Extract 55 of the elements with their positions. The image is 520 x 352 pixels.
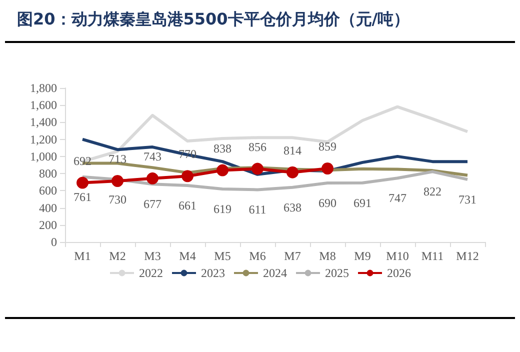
data-label: 677 <box>144 197 162 212</box>
point <box>76 176 88 189</box>
data-label: 661 <box>178 198 196 212</box>
x-tick-label: M6 <box>249 249 266 263</box>
data-label: 619 <box>214 202 232 216</box>
point <box>322 162 334 175</box>
data-label: 731 <box>458 192 476 206</box>
legend-label: 2024 <box>263 266 287 280</box>
data-label: 692 <box>74 154 92 168</box>
data-label: 691 <box>354 196 372 210</box>
data-label: 690 <box>318 196 336 210</box>
x-tick-label: M7 <box>284 249 301 263</box>
data-label: 770 <box>178 147 196 162</box>
x-tick-label: M5 <box>214 249 231 263</box>
point <box>286 166 298 178</box>
data-label: 761 <box>74 190 92 204</box>
legend-label: 2025 <box>325 266 349 280</box>
x-tick-label: M2 <box>109 249 126 263</box>
x-tick-label: M4 <box>179 249 196 263</box>
data-label: 814 <box>284 143 302 158</box>
x-tick-label: M12 <box>456 249 479 263</box>
y-tick-label: 1,800 <box>30 81 57 95</box>
y-tick-label: 0 <box>51 235 57 249</box>
data-label: 638 <box>284 200 302 214</box>
x-tick-label: M9 <box>354 249 371 263</box>
y-tick-label: 800 <box>39 166 57 181</box>
data-label: 859 <box>318 140 336 154</box>
legend-label: 2026 <box>387 266 411 280</box>
point <box>146 172 158 184</box>
legend-label: 2022 <box>139 266 163 280</box>
data-label: 747 <box>388 191 406 206</box>
y-tick-label: 1,600 <box>30 98 57 112</box>
point <box>252 162 264 175</box>
y-tick-label: 400 <box>39 200 57 215</box>
data-label: 822 <box>424 184 442 199</box>
x-tick-label: M11 <box>421 249 444 263</box>
x-tick-label: M3 <box>144 249 161 263</box>
data-label: 611 <box>248 202 266 217</box>
chart-title: 图20：动力煤秦皇岛港5500卡平仓价月均价（元/吨） <box>17 10 410 28</box>
y-tick-label: 600 <box>39 184 57 198</box>
legend-label: 2023 <box>201 266 225 280</box>
x-tick-label: M1 <box>74 249 91 263</box>
point <box>216 164 228 176</box>
data-label: 730 <box>108 192 126 207</box>
point <box>112 175 124 187</box>
x-tick-label: M10 <box>386 249 409 263</box>
data-label: 743 <box>144 149 162 164</box>
y-tick-label: 1,400 <box>30 115 57 130</box>
data-label: 856 <box>248 140 266 154</box>
x-tick-label: M8 <box>319 249 336 263</box>
y-tick-label: 1,200 <box>30 132 57 146</box>
point <box>182 170 194 182</box>
y-tick-label: 1,000 <box>30 149 57 164</box>
y-tick-label: 200 <box>39 218 57 232</box>
data-label: 838 <box>214 141 232 156</box>
